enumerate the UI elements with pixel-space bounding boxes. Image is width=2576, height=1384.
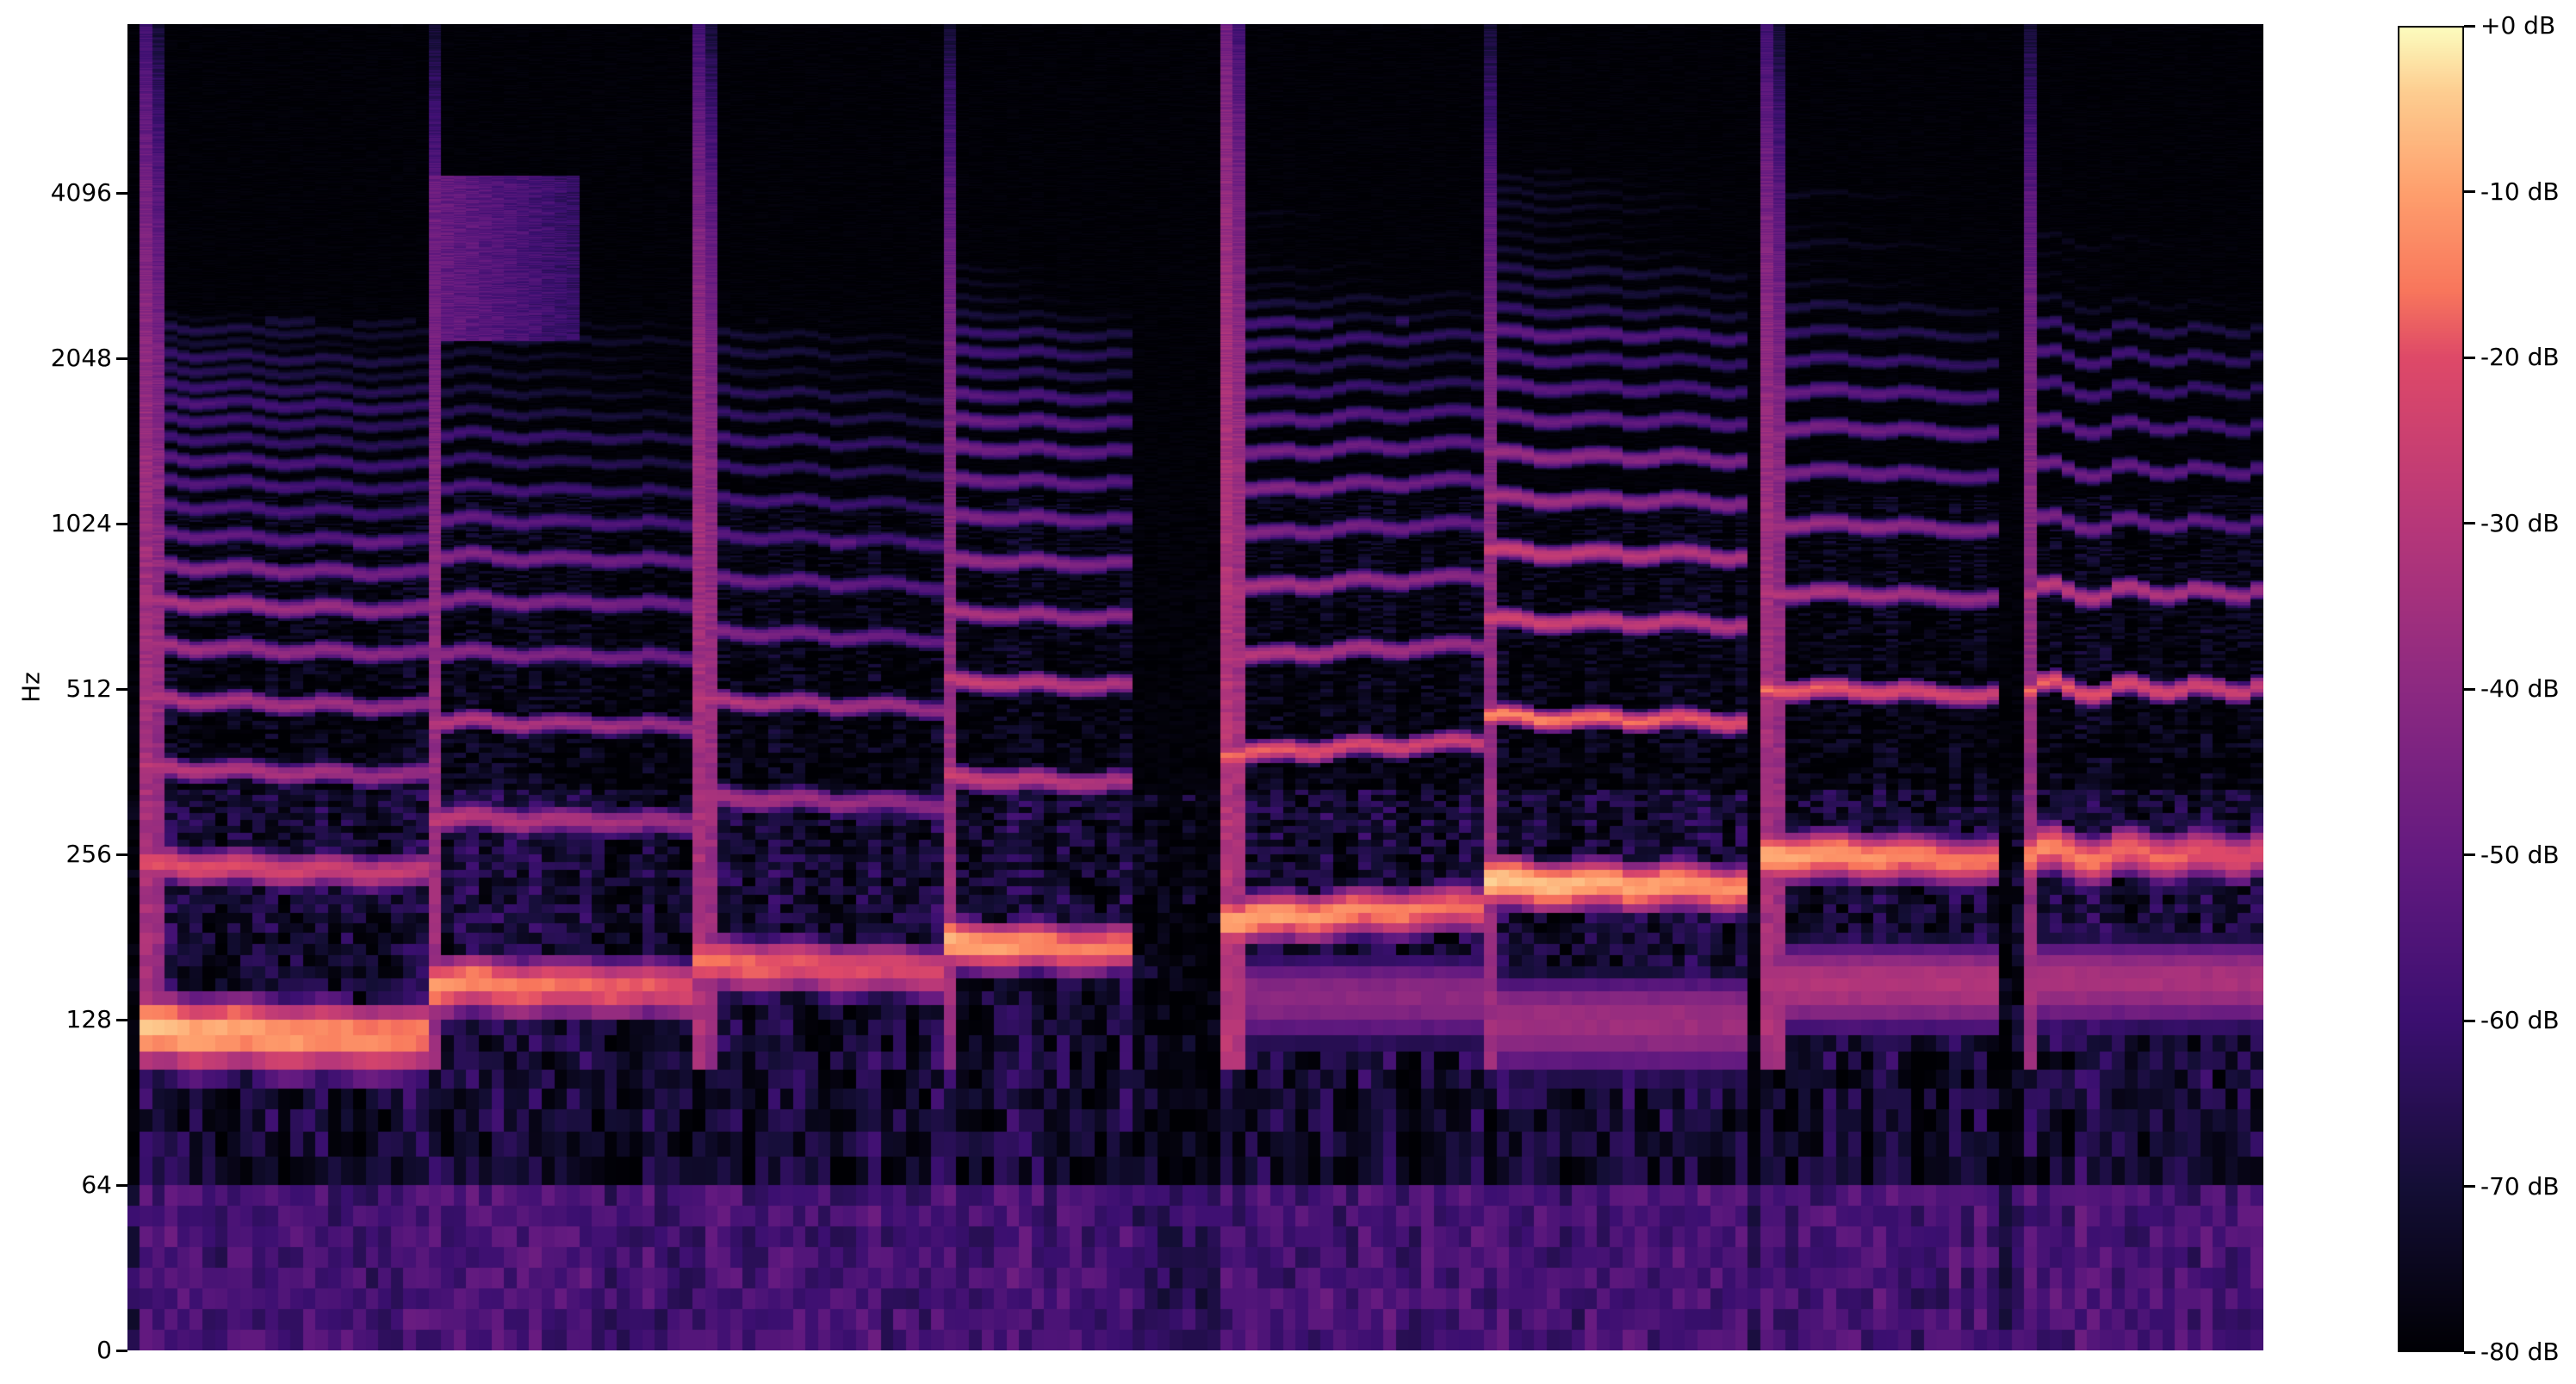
colorbar-tick-mark [2464,24,2475,28]
colorbar-tick-mark [2464,853,2475,856]
y-tick-label: 4096 [50,178,112,207]
y-tick-label: 512 [65,674,112,703]
y-tick-mark [116,1349,127,1352]
colorbar-tick-mark [2464,1350,2475,1354]
colorbar-tick-label: -30 dB [2480,508,2560,537]
colorbar [2398,26,2464,1352]
colorbar-tick-label: -40 dB [2480,674,2560,703]
y-tick-label: 0 [96,1336,112,1364]
colorbar-tick-label: -60 dB [2480,1006,2560,1034]
colorbar-tick-label: -70 dB [2480,1171,2560,1201]
colorbar-tick-mark [2464,687,2475,691]
y-tick-mark [116,357,127,360]
y-tick-label: 256 [65,840,112,868]
y-tick-label: 64 [81,1170,112,1199]
y-tick-mark [116,853,127,856]
colorbar-tick-label: -10 dB [2480,177,2560,206]
colorbar-tick-label: +0 dB [2480,11,2556,40]
colorbar-tick-mark [2464,1019,2475,1022]
y-tick-mark [116,522,127,525]
y-axis-label: Hz [16,672,46,703]
colorbar-tick-mark [2464,522,2475,524]
colorbar-tick-mark [2464,1185,2475,1188]
spectrogram-heatmap [127,24,2263,1350]
y-tick-label: 1024 [50,509,112,537]
y-tick-label: 128 [65,1005,112,1033]
y-tick-mark [116,687,127,691]
colorbar-tick-mark [2464,356,2475,359]
colorbar-tick-label: -80 dB [2480,1337,2560,1366]
colorbar-tick-label: -50 dB [2480,840,2560,869]
colorbar-tick-mark [2464,190,2475,193]
colorbar-tick-label: -20 dB [2480,343,2560,371]
y-tick-label: 2048 [50,344,112,372]
y-tick-mark [116,191,127,195]
y-tick-mark [116,1018,127,1021]
y-tick-mark [116,1183,127,1187]
